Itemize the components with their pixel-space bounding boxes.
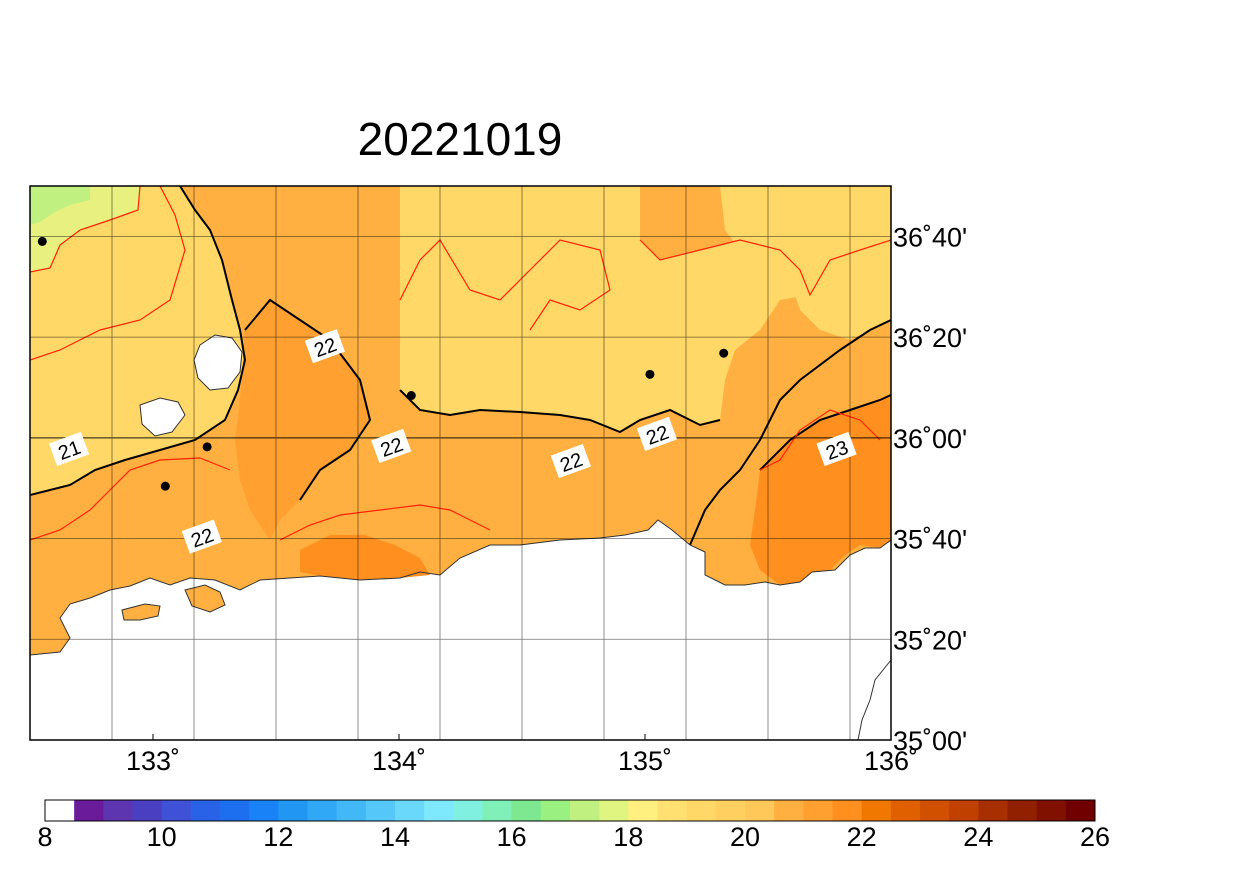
- station-dot: [406, 391, 416, 401]
- colorbar-swatch: [395, 800, 425, 821]
- coastline: [30, 519, 891, 656]
- lake-white-small: [139, 397, 186, 437]
- contour-label-box: [181, 519, 222, 554]
- colorbar-swatch: [249, 800, 279, 821]
- colorbar-swatch: [570, 800, 600, 821]
- colorbar-tick-label: 8: [37, 822, 52, 852]
- island-small: [121, 603, 161, 621]
- lake-white: [193, 334, 243, 391]
- lat-tick-label: 36˚00': [893, 424, 967, 454]
- station-dot: [719, 348, 729, 358]
- colorbar-swatch: [132, 800, 163, 821]
- contour-label-box: [304, 329, 345, 364]
- contour-lines-minor: [30, 186, 891, 541]
- colorbar-swatch: [949, 800, 979, 821]
- zone-21-west: [30, 186, 245, 495]
- peninsula-coast: [857, 659, 891, 740]
- colorbar-swatch: [628, 800, 658, 821]
- lat-tick-label: 36˚20': [893, 323, 967, 353]
- colorbar-tick-label: 24: [963, 822, 993, 852]
- colorbar-swatch: [686, 800, 717, 821]
- colorbar-swatch: [715, 800, 746, 821]
- colorbar-tick-label: 12: [263, 822, 293, 852]
- colorbar-swatch: [920, 800, 950, 821]
- contour-label-box: [816, 431, 857, 467]
- lon-tick-label: 136˚: [864, 746, 918, 776]
- colorbar-tick-label: 16: [497, 822, 527, 852]
- colorbar-swatch: [803, 800, 833, 821]
- contour-label-box: [550, 443, 591, 479]
- station-dot: [160, 481, 170, 491]
- colorbar-swatch: [278, 800, 308, 821]
- colorbar-swatch: [453, 800, 483, 821]
- station-dot: [202, 442, 212, 452]
- colorbar-swatch: [861, 800, 892, 821]
- contour-lines: [30, 186, 891, 546]
- colorbar-tick-label: 14: [380, 822, 410, 852]
- map-title: 20221019: [357, 113, 563, 165]
- colorbar-tick-label: 18: [613, 822, 643, 852]
- colorbar-tick-label: 26: [1080, 822, 1110, 852]
- colorbar-tick-label: 22: [847, 822, 877, 852]
- colorbar-swatch: [1065, 800, 1096, 821]
- colorbar-swatch: [74, 800, 104, 821]
- lat-tick-label: 35˚00': [893, 726, 967, 756]
- colorbar-swatch: [482, 800, 513, 821]
- zone-22-central: [235, 300, 370, 540]
- lat-tick-labels: 35˚00' 35˚20' 35˚40' 36˚00' 36˚20' 36˚40': [893, 222, 967, 756]
- colorbar-swatch: [336, 800, 367, 821]
- colorbar-swatch: [774, 800, 804, 821]
- colorbar-tick-label: 10: [147, 822, 177, 852]
- lat-tick-label: 36˚40': [893, 222, 967, 252]
- colorbar-swatch: [890, 800, 921, 821]
- colorbar-swatch: [978, 800, 1008, 821]
- colorbar-swatch: [365, 800, 396, 821]
- lat-tick-label: 35˚20': [893, 625, 967, 655]
- station-dot: [37, 236, 47, 246]
- colorbar-swatch: [511, 800, 542, 821]
- colorbar-frame: [44, 799, 1096, 822]
- station-dot: [645, 369, 655, 379]
- colorbar-swatch: [540, 800, 571, 821]
- contour-label: 22: [181, 519, 222, 554]
- lon-tick-label: 133˚: [126, 746, 180, 776]
- lat-tick-label: 35˚40': [893, 525, 967, 555]
- colorbar-tick-label: 20: [730, 822, 760, 852]
- zone-18-corner: [30, 186, 90, 225]
- contour-label: 22: [371, 428, 412, 464]
- colorbar-swatch: [161, 800, 192, 821]
- colorbar-swatch: [1036, 800, 1067, 821]
- colorbar-swatch: [103, 800, 133, 821]
- colorbar-swatch: [745, 800, 775, 821]
- island-small-2: [184, 584, 226, 613]
- grid-lines: [30, 186, 891, 740]
- colorbar-swatch: [1007, 800, 1038, 821]
- colorbar-swatch: [424, 800, 454, 821]
- zone-23-east: [750, 395, 891, 585]
- colorbar-swatch: [832, 800, 863, 821]
- colorbar-swatch: [220, 800, 250, 821]
- contour-label-box: [371, 428, 412, 464]
- zone-21-northeast: [720, 186, 891, 340]
- colorbar-swatch: [307, 800, 338, 821]
- contour-label-box: [48, 431, 90, 467]
- zone-23-south: [300, 535, 430, 580]
- station-markers: [37, 236, 729, 491]
- colorbar-swatch: [657, 800, 688, 821]
- colorbar-swatch: [190, 800, 221, 821]
- lon-tick-labels: 133˚ 134˚ 135˚ 136˚: [126, 734, 918, 776]
- lon-tick-label: 134˚: [372, 746, 426, 776]
- lon-tick-label: 135˚: [618, 746, 672, 776]
- zone-21-center: [400, 186, 810, 432]
- colorbar-swatch: [45, 800, 75, 821]
- map-frame: [29, 185, 892, 741]
- colorbar: [44, 799, 1096, 822]
- colorbar-swatch: [599, 800, 629, 821]
- contour-label-box: [636, 416, 678, 451]
- colorbar-tick-labels: 8 10 12 14 16 18 20 22 24 26: [37, 822, 1110, 852]
